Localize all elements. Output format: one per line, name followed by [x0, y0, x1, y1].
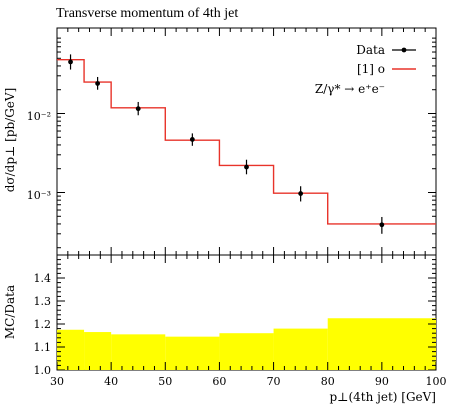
ratio-y-tick-label: 1.2 [34, 318, 52, 331]
legend-data-marker [401, 47, 407, 53]
ratio-y-tick-label: 1.3 [34, 295, 52, 308]
legend: Data [1] o Z/γ* → e⁺e⁻ [315, 43, 416, 96]
main-ticks [56, 28, 437, 255]
x-tick-label: 40 [104, 375, 118, 388]
data-point [379, 222, 385, 228]
x-tick-label: 100 [426, 375, 447, 388]
ratio-y-tick-label: 1.1 [34, 341, 52, 354]
ratio-band-group [57, 318, 436, 370]
x-tick-label: 90 [375, 375, 389, 388]
process-annotation: Z/γ* → e⁺e⁻ [315, 82, 385, 96]
ratio-band-bin [111, 334, 166, 370]
x-tick-label: 60 [212, 375, 226, 388]
ratio-band-bin [273, 328, 328, 370]
data-point [135, 106, 141, 112]
data-point [95, 81, 101, 86]
ratio-y-tick-label: 1.4 [34, 272, 52, 285]
ratio-band-bin [327, 318, 436, 370]
x-tick-label: 70 [267, 375, 281, 388]
ratio-band-bin [219, 333, 274, 370]
ratio-y-axis-label: MC/Data [3, 285, 17, 339]
y-tick-label-1e-3: 10⁻³ [27, 189, 51, 202]
ratio-band-bin [84, 332, 112, 370]
ratio-y-tick-label: 1.0 [34, 364, 52, 377]
ratio-ticks: 1.0 1.1 1.2 1.3 1.4 30 40 50 60 70 80 90 100 [34, 255, 447, 388]
data-points [68, 54, 385, 234]
data-point [189, 137, 195, 142]
data-point [244, 164, 249, 170]
chart-title: Transverse momentum of 4th jet [56, 6, 238, 21]
main-y-axis-label: dσ/dp⊥ [pb/GeV] [3, 88, 17, 193]
ratio-band-bin [57, 329, 85, 370]
y-tick-label-1e-2: 10⁻² [27, 110, 51, 123]
x-tick-label: 80 [321, 375, 335, 388]
legend-label-data: Data [356, 43, 385, 57]
ratio-band-bin [165, 336, 220, 370]
data-point [68, 59, 73, 65]
x-tick-label: 50 [158, 375, 172, 388]
x-axis-label: p⊥(4th jet) [GeV] [329, 390, 436, 404]
x-tick-label: 30 [50, 375, 64, 388]
legend-label-mc: [1] o [357, 62, 385, 76]
data-point [298, 191, 304, 196]
